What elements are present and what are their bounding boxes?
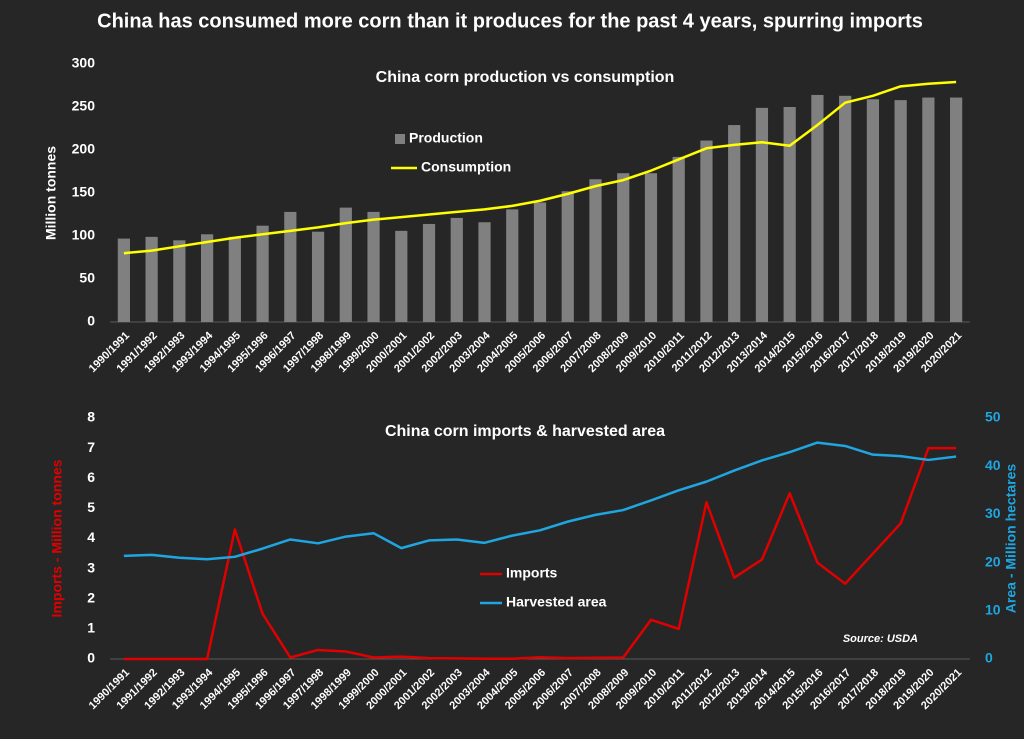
bar	[783, 107, 796, 322]
y-tick-label: 0	[87, 313, 95, 329]
bar	[228, 236, 241, 322]
y-tick-label: 1	[87, 620, 95, 636]
y2-tick-label: 50	[985, 409, 1001, 425]
bar	[422, 223, 436, 322]
bar	[950, 97, 963, 322]
y-tick-label: 4	[87, 529, 95, 545]
legend-label: Consumption	[421, 159, 511, 175]
legend-label: Imports	[506, 565, 558, 581]
y-tick-label: 5	[87, 499, 95, 515]
bar	[589, 179, 602, 322]
bar	[117, 238, 130, 322]
chart-title: China corn imports & harvested area	[385, 423, 665, 440]
legend-swatch	[395, 134, 405, 144]
bar	[672, 156, 685, 322]
y-axis-label: Imports - Million tonnes	[49, 459, 65, 617]
y2-tick-label: 30	[985, 505, 1001, 521]
bar	[311, 231, 325, 322]
bar	[200, 234, 214, 322]
bar	[839, 95, 852, 322]
y-tick-label: 7	[87, 439, 95, 455]
legend-label: Harvested area	[506, 594, 607, 610]
bar	[644, 173, 658, 322]
bar	[145, 236, 158, 322]
bar	[478, 222, 491, 322]
bar	[533, 202, 547, 322]
bar	[755, 107, 769, 322]
bar	[367, 211, 380, 322]
bar	[395, 230, 408, 322]
legend-label: Production	[409, 130, 483, 146]
y-tick-label: 150	[72, 184, 96, 200]
y-tick-label: 0	[87, 650, 95, 666]
bar	[284, 211, 297, 322]
line	[123, 441, 957, 561]
bar	[450, 217, 463, 322]
y-tick-label: 3	[87, 559, 95, 575]
y-axis-label: Million tonnes	[43, 146, 59, 240]
bar	[339, 207, 352, 322]
y2-tick-label: 20	[985, 553, 1001, 569]
y-tick-label: 8	[87, 409, 95, 425]
bar	[866, 99, 880, 322]
y-tick-label: 200	[72, 141, 96, 157]
bar	[922, 97, 935, 322]
page-title: China has consumed more corn than it pro…	[97, 10, 923, 32]
y-tick-label: 2	[87, 589, 95, 605]
annotation: Source: USDA	[843, 633, 918, 645]
bar	[811, 94, 824, 323]
bar	[506, 209, 519, 322]
y-tick-label: 6	[87, 469, 95, 485]
y2-tick-label: 0	[985, 650, 993, 666]
y-tick-label: 50	[79, 270, 95, 286]
bar	[256, 225, 269, 322]
bar	[728, 125, 741, 322]
chart-title: China corn production vs consumption	[376, 69, 675, 86]
y-tick-label: 100	[72, 227, 96, 243]
bar	[561, 191, 574, 322]
bar	[617, 173, 630, 322]
y2-axis-label: Area - Million hectares	[1003, 464, 1019, 614]
y-tick-label: 250	[72, 98, 96, 114]
line	[123, 80, 957, 255]
line	[123, 446, 957, 661]
bar	[894, 100, 907, 323]
bar	[173, 240, 186, 322]
y-tick-label: 300	[72, 55, 96, 71]
y2-tick-label: 40	[985, 457, 1001, 473]
bar	[700, 140, 713, 322]
y2-tick-label: 10	[985, 602, 1001, 618]
